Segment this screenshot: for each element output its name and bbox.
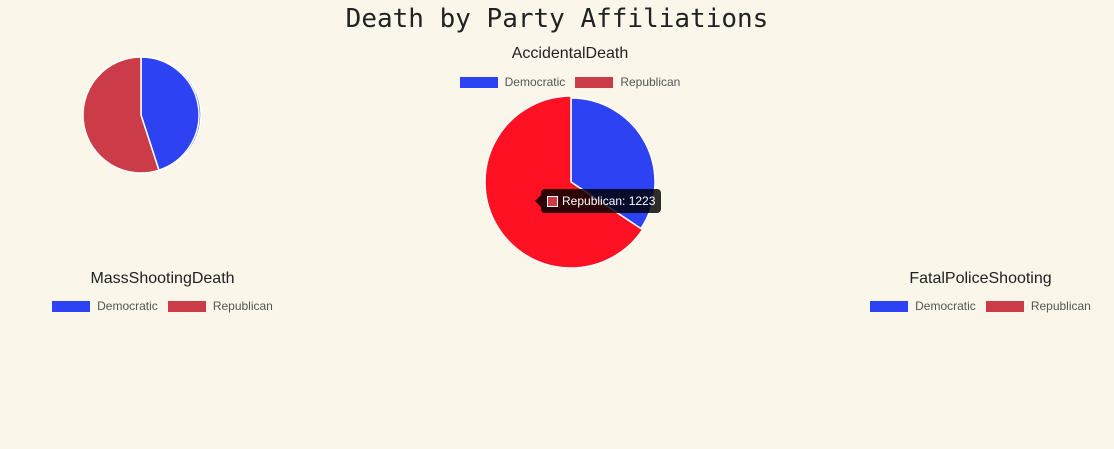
chart-accidental-death: AccidentalDeath Democratic Republican Re… [420,40,720,270]
tooltip: Republican: 1223 [541,189,661,213]
chart-mass-shooting-death: MassShootingDeath Democratic Republican [20,265,305,449]
page-title: Death by Party Affiliations [0,4,1114,34]
tooltip-swatch [547,196,558,207]
pie-chart[interactable] [20,265,305,449]
pie-chart[interactable] [420,40,720,270]
pie-chart[interactable] [838,265,1114,449]
chart-fatal-police-shooting: FatalPoliceShooting Democratic Republica… [838,265,1114,449]
tooltip-text: Republican: 1223 [562,194,655,208]
